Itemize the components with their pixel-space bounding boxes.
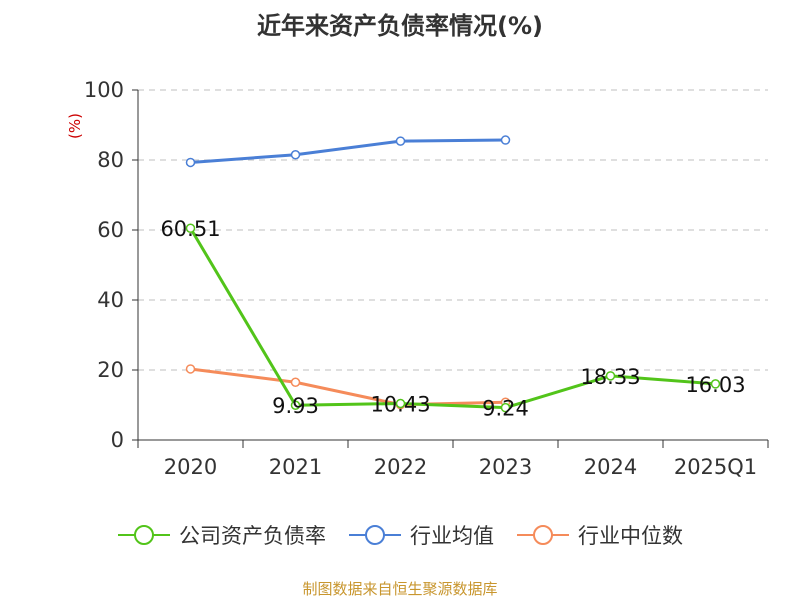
data-point xyxy=(710,379,721,389)
axis-layer: 0 20 40 60 80 100(%) 2020 2021 2022 2023 2024 2025Q… xyxy=(66,78,769,479)
series-layer xyxy=(185,135,721,413)
series-line xyxy=(189,227,716,410)
data-label: 9.24 xyxy=(482,397,529,421)
legend-label: 公司资产负债率 xyxy=(179,524,326,548)
legend-label: 行业中位数 xyxy=(578,524,683,548)
x-tick-label: 2022 xyxy=(374,455,427,479)
legend-label: 行业均值 xyxy=(410,524,494,548)
grid-layer xyxy=(138,89,768,371)
y-tick-label: 100 xyxy=(84,78,124,102)
x-tick-label: 2025Q1 xyxy=(674,455,757,479)
data-label: 18.33 xyxy=(580,365,640,389)
y-tick-label: 40 xyxy=(97,288,124,312)
data-point xyxy=(395,398,406,409)
chart-title: 近年来资产负债率情况(%) xyxy=(257,12,543,40)
data-point xyxy=(395,136,406,146)
data-point xyxy=(605,371,616,381)
data-label: 60.51 xyxy=(160,217,220,241)
data-point xyxy=(500,402,511,413)
data-label: 9.93 xyxy=(272,394,319,418)
y-tick-label: 60 xyxy=(97,218,124,242)
y-tick-label: 20 xyxy=(97,358,124,382)
y-tick-label: 0 xyxy=(111,428,124,452)
data-point xyxy=(185,157,196,168)
data-point xyxy=(290,377,301,387)
x-tick-label: 2024 xyxy=(584,455,637,479)
legend: 公司资产负债率 行业均值 行业中位数 xyxy=(0,520,800,550)
data-point xyxy=(500,135,511,145)
data-label: 16.03 xyxy=(685,373,745,397)
data-label: 10.43 xyxy=(370,392,430,416)
legend-swatch-icon xyxy=(118,525,170,545)
legend-item[interactable]: 行业均值 xyxy=(348,520,494,550)
source-footer: 制图数据来自恒生聚源数据库 xyxy=(302,580,498,598)
legend-item[interactable]: 行业中位数 xyxy=(516,520,683,550)
legend-swatch-icon xyxy=(349,525,401,545)
y-axis-label: (%) xyxy=(66,113,84,139)
series-line xyxy=(190,367,506,407)
y-tick-label: 80 xyxy=(97,148,124,172)
series-line xyxy=(190,138,506,164)
data-point xyxy=(290,150,301,160)
x-tick-label: 2021 xyxy=(269,455,322,479)
legend-swatch-icon xyxy=(517,525,569,545)
data-point xyxy=(290,400,301,410)
legend-item[interactable]: 公司资产负债率 xyxy=(117,520,326,550)
data-point xyxy=(185,223,196,233)
data-point xyxy=(185,364,196,374)
x-tick-label: 2023 xyxy=(479,455,532,479)
data-label-layer: 60.51 9.93 10.43 9.24 18.33 16.03 xyxy=(160,217,745,420)
x-tick-label: 2020 xyxy=(164,455,217,479)
